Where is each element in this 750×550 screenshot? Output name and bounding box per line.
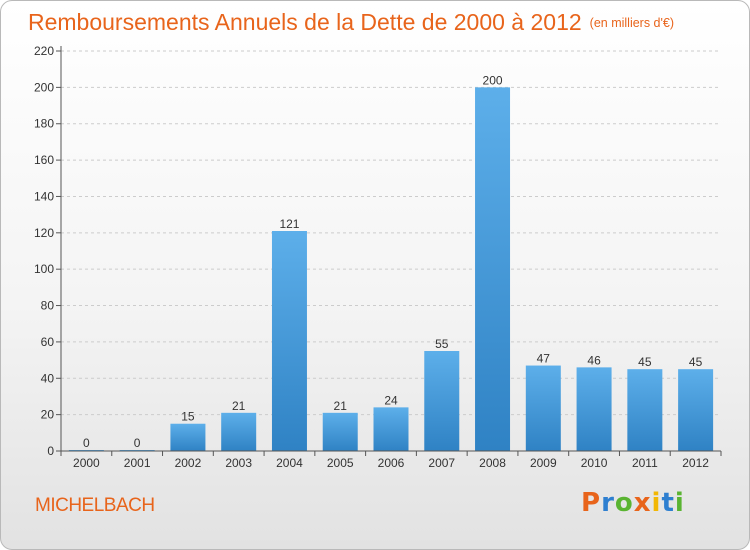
data-label-2009: 47 bbox=[537, 352, 551, 366]
y-tick-label: 140 bbox=[34, 189, 54, 203]
x-tick-label: 2010 bbox=[581, 456, 608, 470]
x-tick-label: 2001 bbox=[124, 456, 151, 470]
x-tick-label: 2000 bbox=[73, 456, 100, 470]
data-label-2006: 24 bbox=[384, 393, 398, 407]
y-tick-label: 60 bbox=[41, 335, 55, 349]
bar-2006 bbox=[373, 407, 409, 451]
chart-unit: (en milliers d'€) bbox=[589, 16, 675, 30]
data-label-2002: 15 bbox=[181, 410, 195, 424]
logo-letter: x bbox=[633, 488, 652, 518]
bar-2007 bbox=[424, 351, 460, 451]
x-tick-label: 2002 bbox=[175, 456, 202, 470]
chart-title-text: Remboursements Annuels de la Dette de 20… bbox=[28, 9, 582, 35]
bar-2011 bbox=[627, 369, 663, 451]
logo-letter: P bbox=[581, 488, 602, 518]
x-tick-label: 2004 bbox=[276, 456, 303, 470]
x-tick-label: 2008 bbox=[479, 456, 506, 470]
logo-letter: o bbox=[614, 488, 634, 518]
y-tick-label: 200 bbox=[34, 80, 54, 94]
x-tick-label: 2012 bbox=[682, 456, 709, 470]
y-tick-label: 0 bbox=[47, 444, 54, 458]
data-label-2005: 21 bbox=[334, 399, 348, 413]
bar-2009 bbox=[525, 365, 561, 451]
x-tick-label: 2007 bbox=[428, 456, 455, 470]
y-tick-label: 20 bbox=[41, 408, 55, 422]
data-label-2011: 45 bbox=[638, 355, 652, 369]
bar-2004 bbox=[271, 231, 307, 451]
data-label-2012: 45 bbox=[689, 355, 703, 369]
y-tick-label: 120 bbox=[34, 226, 54, 240]
bar-2005 bbox=[322, 412, 358, 451]
proxiti-logo: Proxiti bbox=[581, 488, 685, 518]
x-tick-label: 2011 bbox=[632, 456, 658, 470]
x-tick-label: 2009 bbox=[530, 456, 557, 470]
data-label-2004: 121 bbox=[279, 217, 299, 231]
y-tick-label: 220 bbox=[34, 44, 54, 58]
x-tick-label: 2005 bbox=[327, 456, 354, 470]
data-label-2008: 200 bbox=[483, 73, 503, 87]
bar-2010 bbox=[576, 367, 612, 451]
town-name: MICHELBACH bbox=[35, 495, 155, 516]
x-tick-label: 2006 bbox=[378, 456, 405, 470]
y-tick-label: 40 bbox=[41, 371, 55, 385]
chart-title: Remboursements Annuels de la Dette de 20… bbox=[28, 9, 674, 36]
data-label-2003: 21 bbox=[232, 399, 246, 413]
logo-letter: r bbox=[601, 488, 615, 518]
bar-2012 bbox=[678, 369, 714, 451]
logo-letter: t bbox=[661, 488, 675, 518]
y-tick-label: 100 bbox=[34, 262, 54, 276]
bar-2003 bbox=[221, 412, 257, 451]
y-tick-label: 80 bbox=[41, 299, 55, 313]
bar-2002 bbox=[170, 423, 206, 451]
data-label-2007: 55 bbox=[435, 337, 449, 351]
x-tick-label: 2003 bbox=[225, 456, 252, 470]
y-tick-label: 160 bbox=[34, 153, 54, 167]
logo-letter: i bbox=[674, 488, 685, 518]
logo-letter: i bbox=[651, 488, 662, 518]
bar-2008 bbox=[475, 87, 511, 451]
y-tick-label: 180 bbox=[34, 117, 54, 131]
data-label-2001: 0 bbox=[134, 436, 141, 450]
data-label-2010: 46 bbox=[587, 353, 601, 367]
data-label-2000: 0 bbox=[83, 436, 90, 450]
